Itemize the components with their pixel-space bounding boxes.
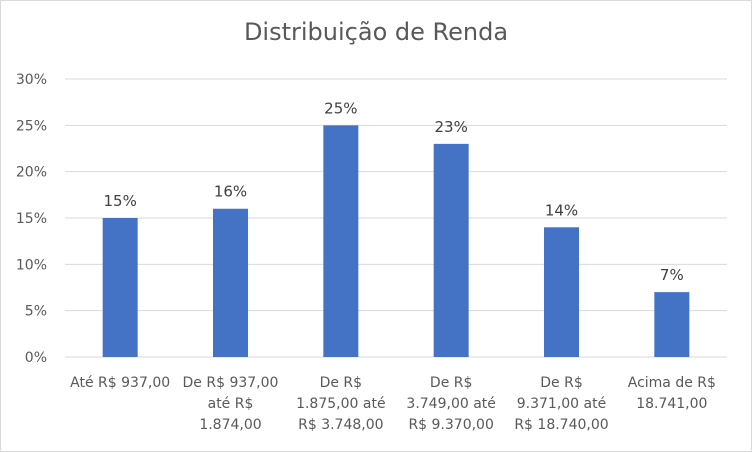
y-axis-ticks: 0% 5% 10% 15% 20% 25% 30% bbox=[16, 72, 47, 366]
x-tick-label: De R$ 1.875,00 até R$ 3.748,00 bbox=[296, 375, 385, 433]
x-tick-label: De R$ 9.371,00 até R$ 18.740,00 bbox=[514, 375, 608, 433]
bar bbox=[102, 218, 138, 357]
data-label: 15% bbox=[103, 192, 136, 210]
x-tick-label: Acima de R$ 18.741,00 bbox=[628, 375, 716, 412]
data-label: 25% bbox=[324, 99, 357, 117]
data-label: 7% bbox=[660, 266, 684, 284]
data-label: 16% bbox=[214, 183, 247, 201]
x-tick-label: De R$ 937,00 até R$ 1.874,00 bbox=[183, 375, 279, 433]
x-axis-ticks: Até R$ 937,00 De R$ 937,00 até R$ 1.874,00 D… bbox=[70, 375, 716, 433]
bar bbox=[654, 292, 690, 357]
y-tick-label: 0% bbox=[25, 350, 47, 366]
bar bbox=[323, 125, 359, 357]
bars bbox=[102, 125, 690, 357]
gridlines bbox=[65, 78, 727, 358]
y-tick-label: 20% bbox=[16, 165, 47, 181]
x-tick-label: Até R$ 937,00 bbox=[70, 375, 170, 391]
x-tick-label: De R$ 3.749,00 até R$ 9.370,00 bbox=[406, 375, 495, 433]
y-tick-label: 15% bbox=[16, 211, 47, 227]
y-tick-label: 5% bbox=[25, 304, 47, 320]
y-tick-label: 30% bbox=[16, 72, 47, 88]
bar bbox=[544, 227, 579, 357]
y-tick-label: 10% bbox=[16, 257, 47, 273]
data-label: 23% bbox=[434, 118, 467, 136]
data-labels: 15% 16% 25% 23% 14% 7% bbox=[103, 99, 683, 284]
chart-title: Distribuição de Renda bbox=[243, 18, 509, 46]
y-tick-label: 25% bbox=[16, 118, 47, 134]
data-label: 14% bbox=[545, 201, 578, 219]
bar bbox=[213, 208, 248, 357]
bar bbox=[433, 143, 469, 357]
